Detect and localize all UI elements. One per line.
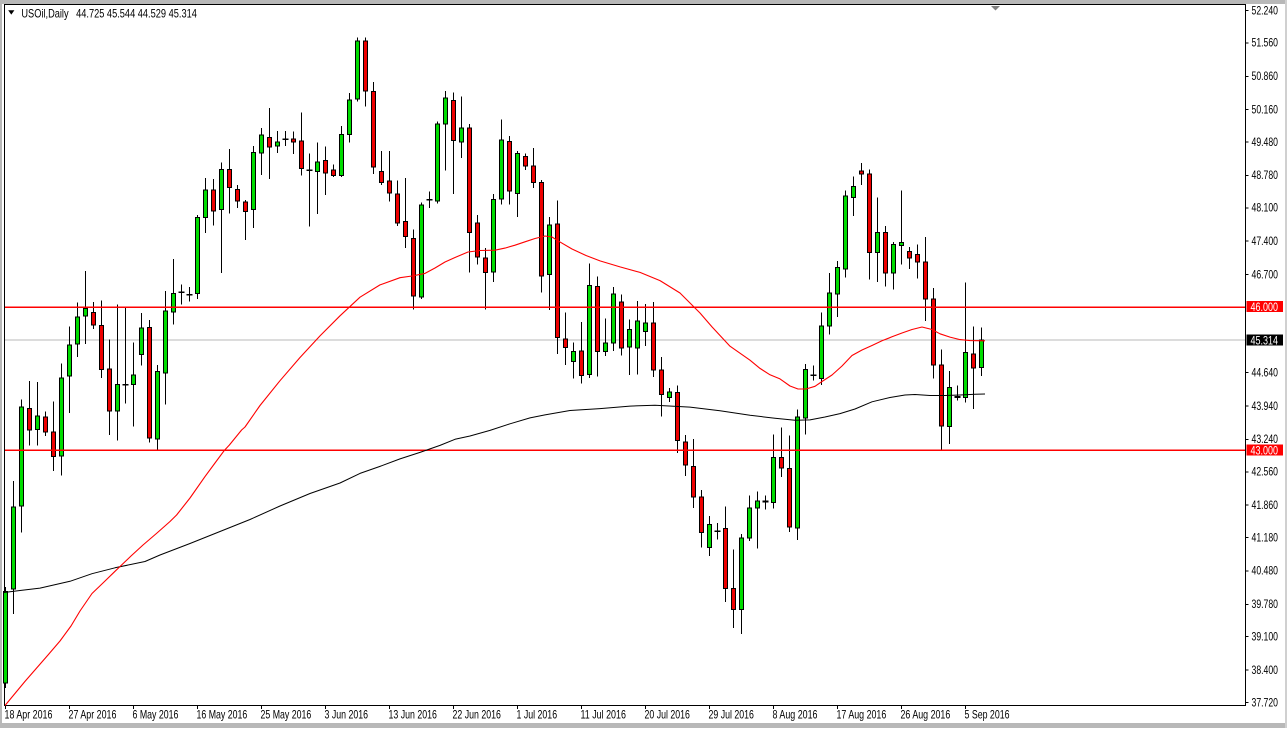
svg-text:37.720: 37.720 bbox=[1252, 695, 1279, 709]
svg-text:16 May 2016: 16 May 2016 bbox=[197, 707, 248, 721]
svg-text:44.725 45.544 44.529 45.314: 44.725 45.544 44.529 45.314 bbox=[76, 7, 197, 21]
svg-text:40.480: 40.480 bbox=[1252, 564, 1279, 578]
svg-text:29 Jul 2016: 29 Jul 2016 bbox=[709, 707, 755, 721]
svg-text:20 Jul 2016: 20 Jul 2016 bbox=[645, 707, 691, 721]
svg-text:43.240: 43.240 bbox=[1252, 432, 1279, 446]
svg-text:47.400: 47.400 bbox=[1252, 234, 1279, 248]
svg-text:26 Aug 2016: 26 Aug 2016 bbox=[901, 707, 951, 721]
svg-text:8 Aug 2016: 8 Aug 2016 bbox=[773, 707, 818, 721]
svg-text:18 Apr 2016: 18 Apr 2016 bbox=[5, 707, 53, 721]
svg-text:52.240: 52.240 bbox=[1252, 3, 1279, 17]
svg-text:38.400: 38.400 bbox=[1252, 663, 1279, 677]
svg-text:48.100: 48.100 bbox=[1252, 201, 1279, 215]
svg-text:22 Jun 2016: 22 Jun 2016 bbox=[453, 707, 502, 721]
svg-text:50.860: 50.860 bbox=[1252, 69, 1279, 83]
svg-text:25 May 2016: 25 May 2016 bbox=[261, 707, 312, 721]
svg-text:51.560: 51.560 bbox=[1252, 36, 1279, 50]
svg-text:43.000: 43.000 bbox=[1251, 443, 1279, 457]
svg-text:46.000: 46.000 bbox=[1251, 300, 1279, 314]
svg-text:USOil,Daily: USOil,Daily bbox=[21, 7, 68, 21]
svg-text:3 Jun 2016: 3 Jun 2016 bbox=[325, 707, 369, 721]
svg-text:46.700: 46.700 bbox=[1252, 267, 1279, 281]
svg-text:50.160: 50.160 bbox=[1252, 102, 1279, 116]
svg-text:6 May 2016: 6 May 2016 bbox=[133, 707, 179, 721]
svg-text:48.780: 48.780 bbox=[1252, 168, 1279, 182]
svg-text:11 Jul 2016: 11 Jul 2016 bbox=[581, 707, 627, 721]
svg-text:45.314: 45.314 bbox=[1251, 333, 1279, 347]
svg-text:49.480: 49.480 bbox=[1252, 135, 1279, 149]
svg-text:41.860: 41.860 bbox=[1252, 498, 1279, 512]
svg-text:41.180: 41.180 bbox=[1252, 530, 1279, 544]
svg-text:39.100: 39.100 bbox=[1252, 630, 1279, 644]
svg-text:13 Jun 2016: 13 Jun 2016 bbox=[389, 707, 438, 721]
svg-text:27 Apr 2016: 27 Apr 2016 bbox=[69, 707, 117, 721]
svg-text:17 Aug 2016: 17 Aug 2016 bbox=[837, 707, 887, 721]
svg-text:44.640: 44.640 bbox=[1252, 366, 1279, 380]
svg-text:42.560: 42.560 bbox=[1252, 465, 1279, 479]
svg-text:39.780: 39.780 bbox=[1252, 597, 1279, 611]
svg-text:1 Jul 2016: 1 Jul 2016 bbox=[517, 707, 558, 721]
svg-text:43.940: 43.940 bbox=[1252, 399, 1279, 413]
svg-text:5 Sep 2016: 5 Sep 2016 bbox=[965, 707, 1010, 721]
